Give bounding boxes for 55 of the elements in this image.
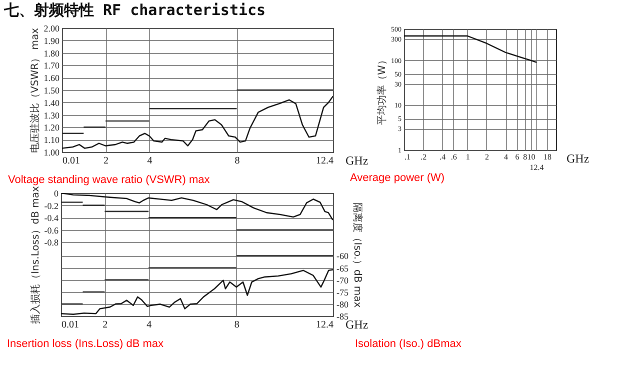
x-tick-label: 12.4 [316,156,334,166]
x-axis-title: GHz [346,154,368,168]
line-series [62,96,333,149]
x-tick-label: 18 [543,152,552,162]
x-tick-label: 4 [147,156,152,166]
x-tick-label: 8 [234,156,240,166]
y-axis-title: 电压驻波比（VSWR） max [28,28,41,153]
text: Isolation (Iso.) dBmax [355,338,462,350]
x-tick-label: .1 [404,152,410,162]
x-tick-label: 0.01 [62,156,80,166]
y2-axis-title: 隔离度（Iso.）dB max [351,202,364,308]
x-tick-label: 10 [527,152,536,162]
x-tick-label: 4 [146,320,152,330]
x-tick-label: 2 [484,152,489,162]
y2-tick-label: -80 [336,299,349,310]
y-tick-label: 1.70 [44,60,60,71]
y-tick-label: 1.60 [44,73,60,84]
y-tick-label: 1.10 [44,135,60,146]
x-tick-label: 12.4 [316,320,334,330]
y-tick-label: -0.2 [44,200,58,211]
y-tick-label: 1.80 [44,48,60,58]
x-tick-label: .6 [450,152,457,162]
y-tick-label: -0.6 [44,225,59,236]
y-tick-label: 1.20 [44,122,60,133]
y-tick-label: 1.90 [44,36,60,46]
chart-title: 七、射频特性 RF characteristics [3,1,266,19]
y-tick-label: -0.8 [44,238,59,248]
y-tick-label: 1.50 [44,86,60,96]
y2-tick-label: -60 [336,251,349,262]
x-tick-label: 2 [102,320,108,330]
y2-tick-label: -70 [336,275,349,286]
y-tick-label: 1.40 [44,98,60,108]
x-tick-label: 2 [104,156,109,166]
y-tick-label: 2.00 [44,24,60,34]
y-tick-label: -0.4 [44,213,59,224]
y-tick-label: 1.30 [44,110,60,120]
x-tick-label: .2 [420,152,427,162]
text: Insertion loss (Ins.Loss) dB max [7,338,164,350]
y-axis-title: 插入损耗（Ins.Loss）dB max [29,186,42,324]
text: Voltage standing wave ratio (VSWR) max [8,174,210,186]
y-axis-title: 平均功率（W） [376,55,388,125]
x-axis-title: GHz [566,152,590,166]
ref-line-label: 12.4 [530,163,544,172]
y-tick-label: 0 [54,188,59,198]
x-tick-label: 4 [504,152,508,162]
x-tick-label: 8 [234,320,240,330]
text: Average power (W) [350,172,445,184]
x-tick-label: 6 [515,152,520,162]
x-tick-label: 8 [523,152,528,162]
x-tick-label: 1 [466,152,470,162]
x-tick-label: .4 [440,152,446,162]
y-tick-label: 1.00 [44,148,60,158]
x-tick-label: 0.01 [62,320,79,330]
y2-tick-label: -75 [336,287,349,298]
y2-tick-label: -65 [336,263,349,274]
